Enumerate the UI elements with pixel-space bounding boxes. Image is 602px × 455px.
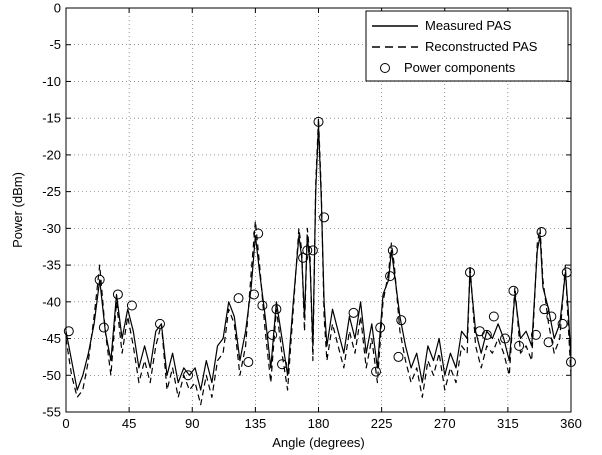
x-tick-label: 315	[497, 416, 519, 431]
legend-marker-power-components	[380, 63, 390, 73]
power-component-marker	[371, 366, 382, 377]
power-component-marker	[481, 329, 492, 340]
power-component-marker	[243, 357, 254, 368]
ticks: 0 45 90 135 180 225 270 315 360 0 -5 -10 -15 -20 -25 -3…	[42, 1, 582, 432]
power-component-marker	[154, 318, 165, 329]
y-tick-label: -55	[42, 405, 61, 420]
power-component-marker	[465, 267, 475, 278]
power-component-marker	[271, 304, 282, 315]
power-component-marker	[94, 274, 105, 285]
power-component-marker	[233, 293, 244, 304]
x-tick-label: 45	[122, 416, 136, 431]
power-component-marker	[387, 245, 398, 256]
power-component-marker	[546, 311, 557, 322]
y-tick-label: -5	[49, 37, 61, 52]
power-component-marker	[514, 340, 525, 351]
y-tick-label: -25	[42, 184, 61, 199]
power-component-marker	[385, 271, 396, 282]
power-component-marker	[307, 245, 318, 256]
series-layer	[63, 116, 576, 406]
power-component-marker	[488, 311, 499, 322]
power-component-marker	[375, 322, 386, 333]
legend-label-measured: Measured PAS	[425, 18, 512, 33]
power-component-marker	[253, 228, 264, 239]
y-tick-label: -45	[42, 331, 61, 346]
power-component-marker	[267, 329, 278, 340]
power-component-marker	[302, 245, 313, 256]
legend: Measured PAS Reconstructed PAS Power com…	[365, 10, 569, 82]
power-component-marker	[543, 337, 554, 348]
power-component-marker	[98, 322, 109, 333]
power-component-marker	[63, 326, 74, 337]
x-tick-label: 0	[62, 416, 69, 431]
power-component-marker	[257, 300, 268, 311]
power-component-marker	[126, 300, 137, 311]
y-axis-label: Power (dBm)	[10, 172, 25, 248]
power-component-marker	[508, 285, 519, 296]
reconstructed-pas-line	[65, 117, 572, 406]
power-component-marker	[500, 333, 511, 344]
grid	[66, 8, 571, 412]
power-component-marker	[313, 116, 324, 127]
x-tick-label: 180	[308, 416, 330, 431]
power-component-marker	[183, 370, 194, 381]
power-component-marker	[319, 212, 330, 223]
y-tick-label: 0	[54, 1, 61, 16]
y-tick-label: -15	[42, 111, 61, 126]
x-tick-label: 225	[371, 416, 393, 431]
legend-label-reconstructed: Reconstructed PAS	[425, 39, 538, 54]
y-tick-label: -50	[42, 368, 61, 383]
y-tick-label: -30	[42, 221, 61, 236]
power-component-marker	[396, 315, 407, 326]
power-component-marker	[539, 304, 550, 315]
power-component-marker	[557, 318, 568, 329]
y-tick-label: -35	[42, 258, 61, 273]
y-tick-label: -40	[42, 294, 61, 309]
power-component-marker	[536, 227, 547, 238]
x-tick-label: 270	[434, 416, 456, 431]
x-tick-label: 135	[245, 416, 267, 431]
power-component-marker	[277, 359, 288, 370]
power-component-marker	[298, 252, 309, 263]
power-component-marker	[112, 289, 123, 300]
y-tick-label: -10	[42, 74, 61, 89]
y-tick-label: -20	[42, 147, 61, 162]
power-component-marker	[348, 307, 359, 318]
legend-box	[365, 10, 569, 82]
x-tick-label: 90	[185, 416, 199, 431]
x-axis-label: Angle (degrees)	[272, 435, 365, 450]
power-component-marker	[393, 351, 404, 362]
x-tick-label: 360	[560, 416, 582, 431]
legend-label-power-components: Power components	[404, 60, 516, 75]
power-component-marker	[530, 329, 541, 340]
power-component-marker	[248, 289, 259, 300]
